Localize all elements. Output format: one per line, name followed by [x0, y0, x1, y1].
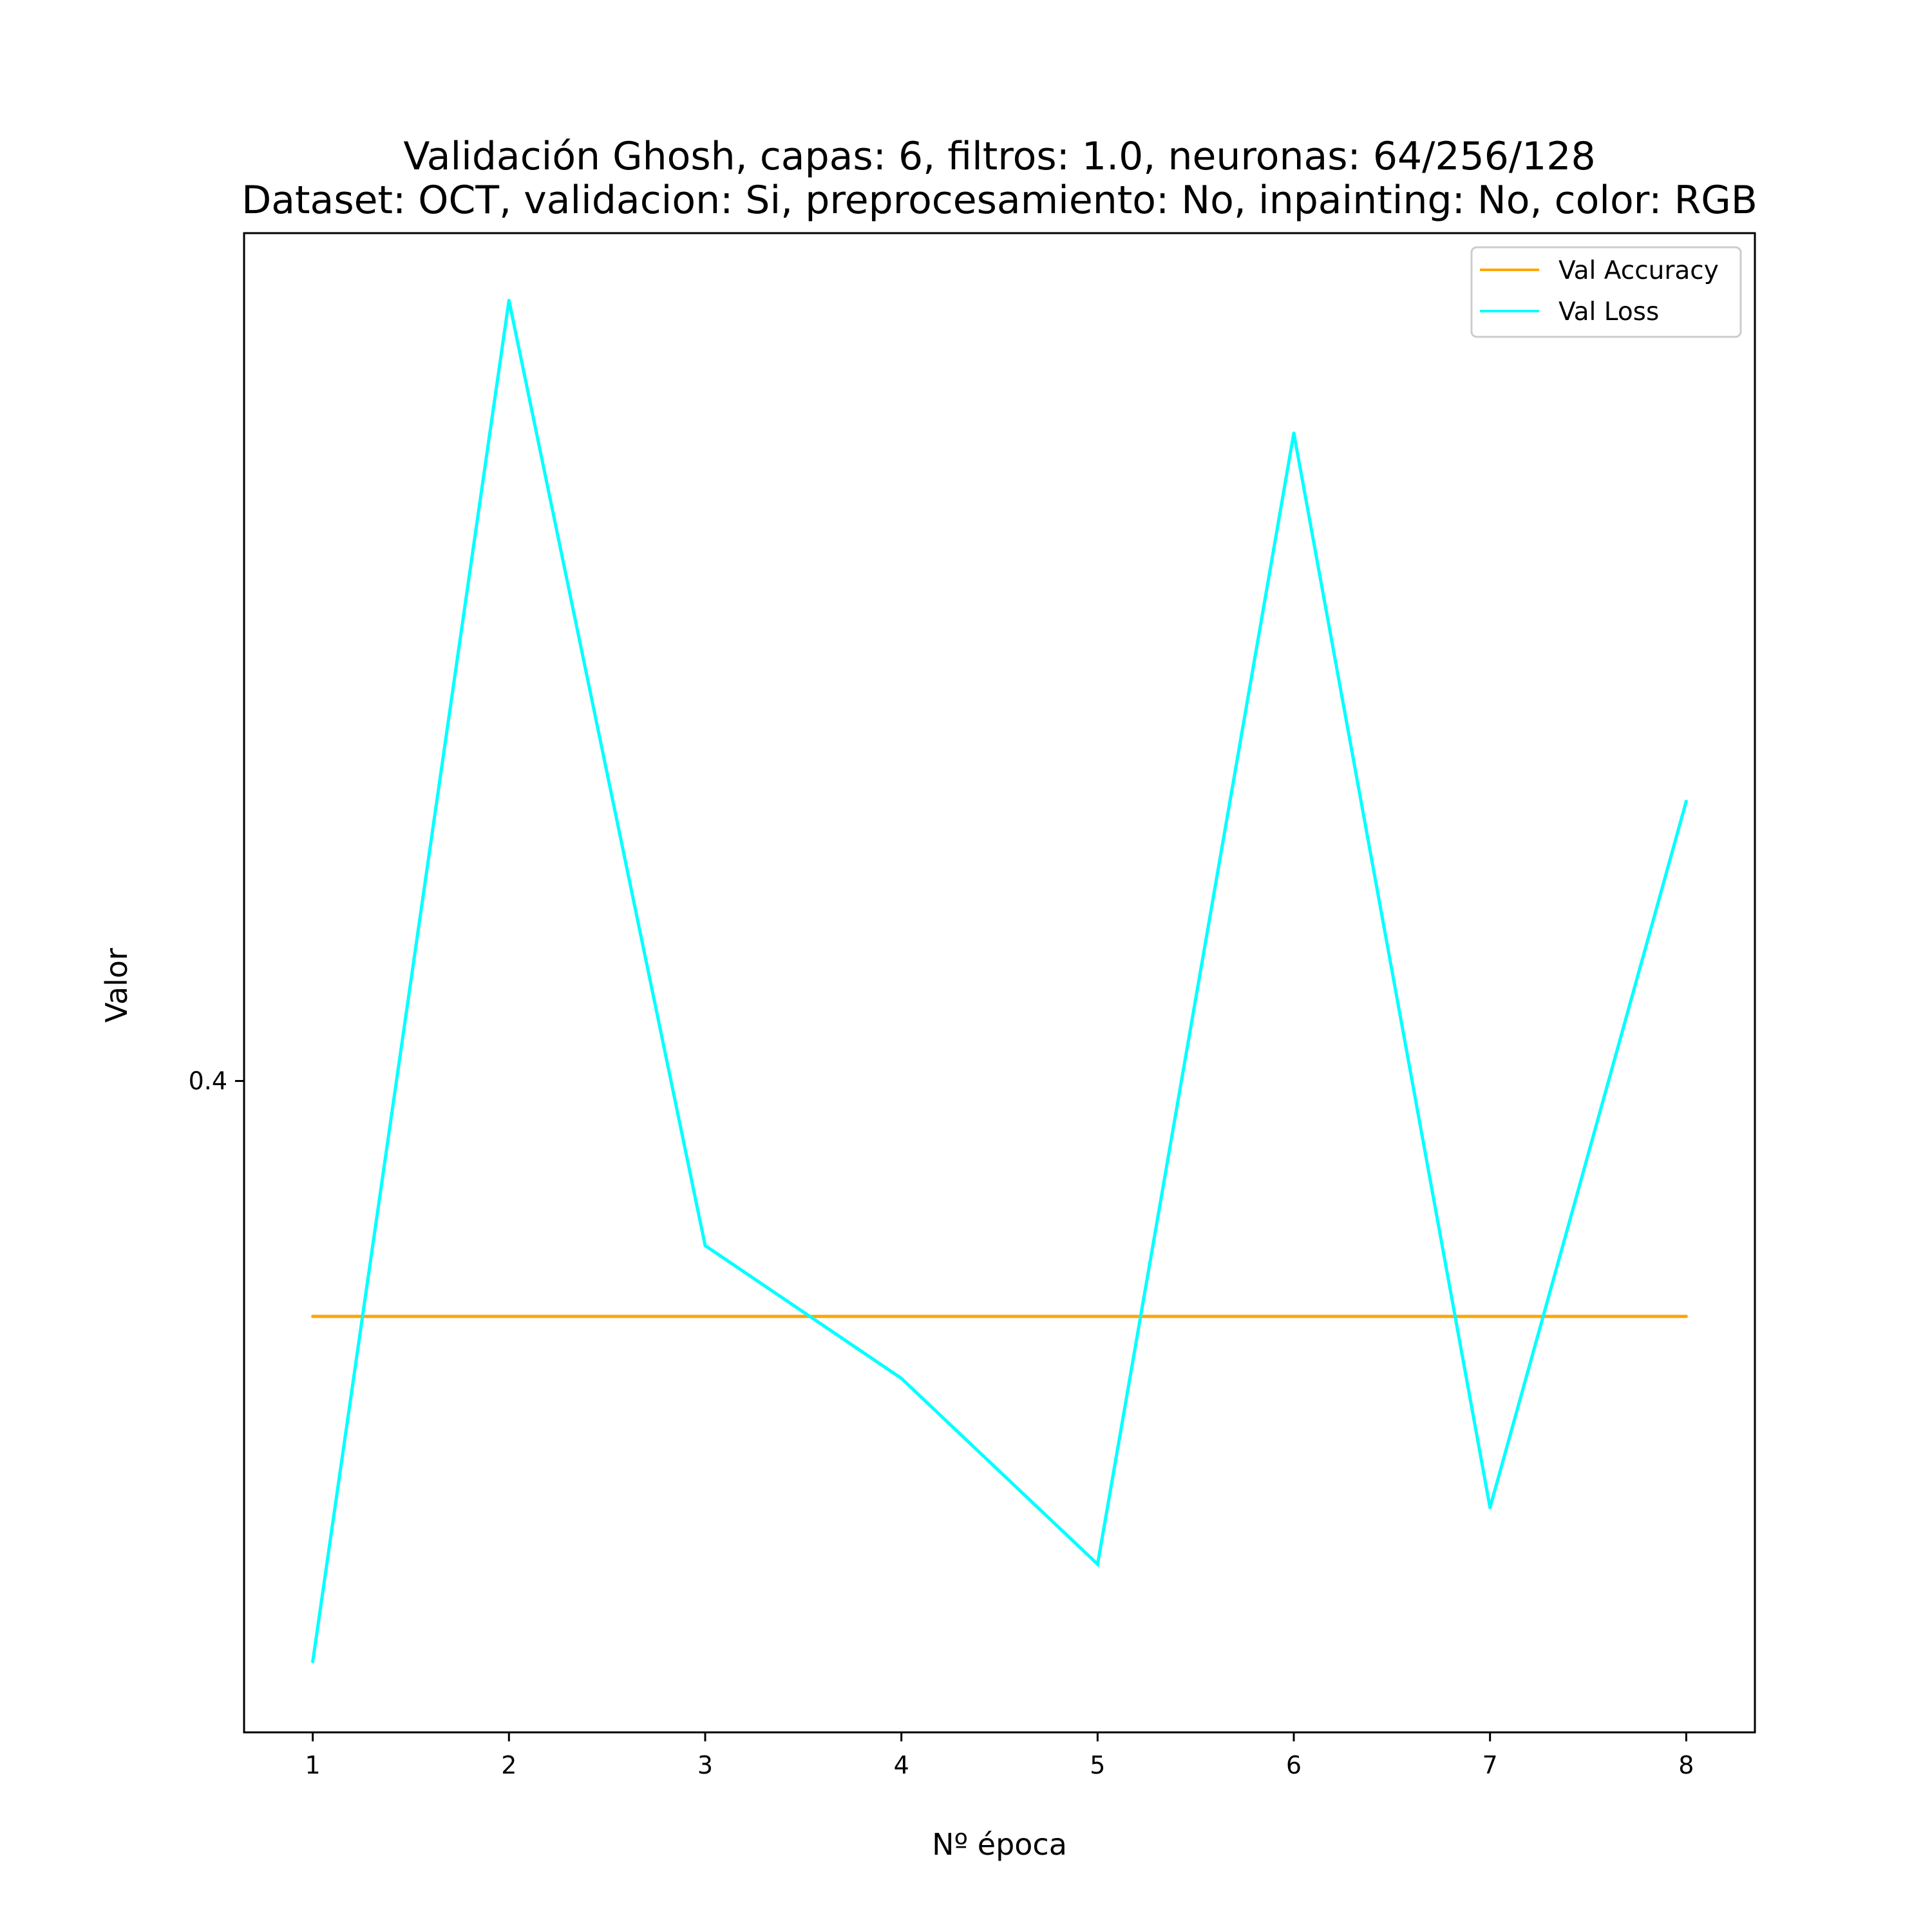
data-point-val-accuracy [507, 1314, 511, 1318]
data-point-val-accuracy [1684, 1314, 1688, 1318]
x-axis-label: Nº época [932, 1827, 1067, 1862]
x-tick-label: 1 [305, 1751, 321, 1779]
series-line-val-loss [311, 299, 1688, 1662]
legend: Val Accuracy Val Loss [1470, 246, 1742, 338]
data-point-val-accuracy [1292, 1314, 1296, 1318]
data-point-val-accuracy [900, 1314, 904, 1318]
data-point-val-loss [311, 1660, 315, 1663]
x-tick-label: 4 [894, 1751, 909, 1779]
x-tick-label: 7 [1482, 1751, 1498, 1779]
legend-label-val-loss: Val Loss [1558, 298, 1659, 327]
chart-title-line-2: Dataset: OCT, validacion: Si, preprocesa… [242, 178, 1757, 223]
data-point-val-loss [1292, 431, 1296, 435]
data-point-val-loss [507, 298, 511, 302]
data-point-val-loss [1684, 799, 1688, 803]
data-point-val-accuracy [311, 1314, 315, 1318]
data-point-val-accuracy [1095, 1314, 1099, 1318]
x-tick-label: 8 [1678, 1751, 1694, 1779]
data-point-val-loss [900, 1376, 904, 1380]
data-point-val-loss [703, 1244, 707, 1247]
series-layer [311, 298, 1688, 1663]
data-point-val-accuracy [703, 1314, 707, 1318]
x-tick-label: 2 [501, 1751, 516, 1779]
data-point-val-accuracy [1488, 1314, 1492, 1318]
data-point-val-loss [1488, 1506, 1492, 1510]
data-point-val-loss [1095, 1562, 1099, 1566]
y-axis: 0.4 [189, 1067, 244, 1095]
legend-label-val-accuracy: Val Accuracy [1558, 256, 1719, 285]
y-tick-label: 0.4 [189, 1067, 227, 1095]
chart-title-line-1: Validación Ghosh, capas: 6, filtros: 1.0… [403, 134, 1595, 179]
x-tick-label: 5 [1090, 1751, 1105, 1779]
x-tick-label: 3 [697, 1751, 713, 1779]
y-axis-label: Valor [99, 948, 134, 1023]
plot-frame [243, 232, 1756, 1734]
x-axis: 1 2 3 4 5 6 7 8 [305, 1732, 1694, 1779]
plot-area [243, 232, 1756, 1734]
x-tick-label: 6 [1286, 1751, 1302, 1779]
